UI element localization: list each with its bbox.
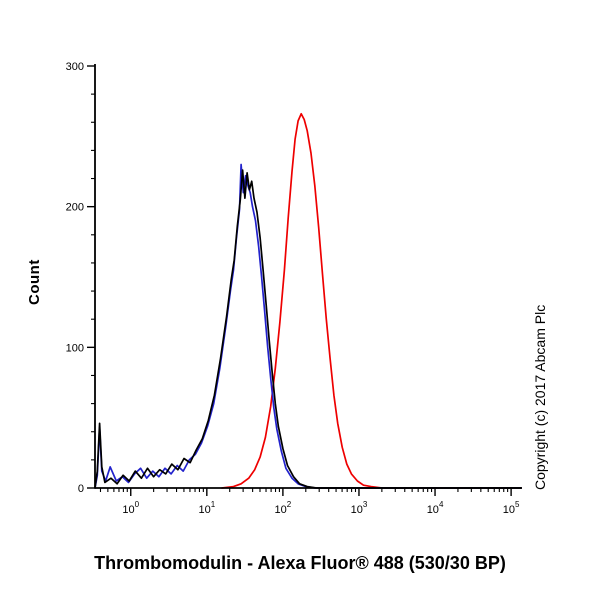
x-tick-label: 100 xyxy=(122,500,139,516)
series-black-control xyxy=(94,169,522,489)
y-tick-label: 300 xyxy=(66,61,84,73)
y-tick-label: 200 xyxy=(66,202,84,214)
series-red-sample xyxy=(221,112,522,489)
chart-title: Thrombomodulin - Alexa Fluor® 488 (530/3… xyxy=(94,553,506,573)
y-axis-title: Count xyxy=(26,259,43,305)
x-tick-label: 102 xyxy=(275,500,292,516)
y-axis: 0 100 200 300 xyxy=(66,61,96,495)
x-tick-label: 103 xyxy=(351,500,368,516)
series-blue-control xyxy=(94,163,522,489)
x-tick-label: 105 xyxy=(503,500,520,516)
x-tick-label: 104 xyxy=(427,500,444,516)
x-tick-label: 101 xyxy=(198,500,215,516)
y-tick-label: 0 xyxy=(78,483,84,495)
y-tick-label: 100 xyxy=(66,342,84,354)
copyright-text: Copyright (c) 2017 Abcam Plc xyxy=(532,304,548,490)
x-axis: 100 101 102 103 104 105 xyxy=(95,487,522,516)
series-group xyxy=(94,112,522,489)
